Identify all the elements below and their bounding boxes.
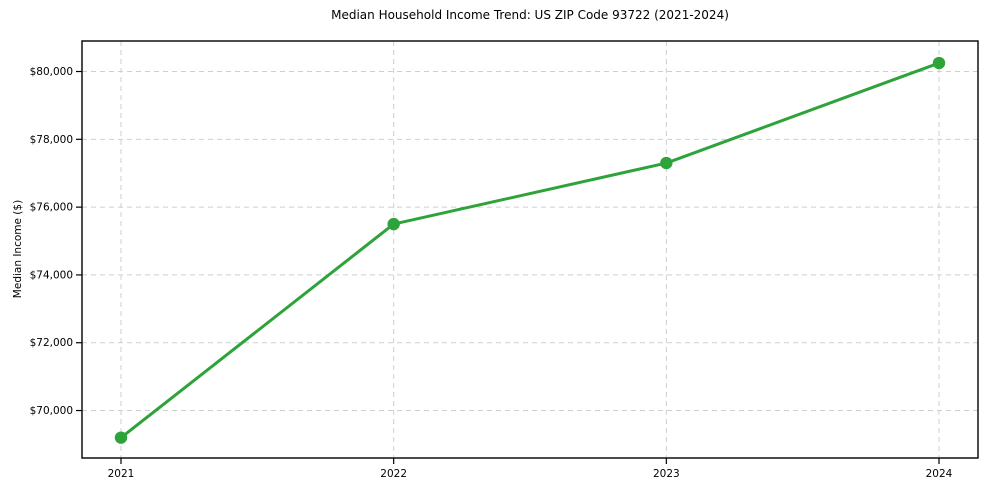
y-tick-label: $70,000 [30, 405, 73, 417]
data-point [387, 217, 400, 231]
x-tick-label: 2023 [653, 468, 680, 480]
y-tick-label: $72,000 [30, 337, 73, 349]
data-point [660, 156, 673, 170]
plot-border [81, 40, 979, 459]
data-point [932, 56, 946, 70]
y-tick-label: $76,000 [30, 202, 73, 214]
y-axis-label: Median Income ($) [12, 199, 24, 299]
data-line [119, 61, 941, 440]
x-tick-label: 2024 [926, 468, 953, 480]
y-tick-label: $74,000 [30, 269, 73, 281]
y-tick-label: $80,000 [30, 66, 73, 78]
chart-title: Median Household Income Trend: US ZIP Co… [331, 8, 729, 22]
y-tick-label: $78,000 [30, 134, 73, 146]
data-point [114, 431, 128, 444]
x-tick-label: 2021 [108, 468, 135, 480]
x-tick-label: 2022 [380, 468, 407, 480]
